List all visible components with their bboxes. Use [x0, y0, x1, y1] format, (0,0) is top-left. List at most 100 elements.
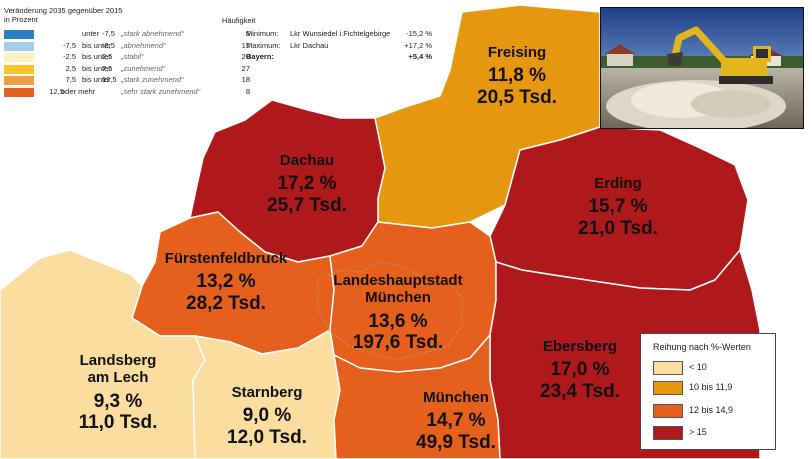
class-operator: bis unter	[82, 52, 111, 61]
label-starnberg: Starnberg 9,0 % 12,0 Tsd.	[227, 384, 307, 449]
class-label: „zunehmend“	[121, 63, 166, 73]
region-name: Ebersberg	[542, 338, 618, 355]
class-to: -2,5	[102, 40, 115, 50]
region-name: Freising	[487, 44, 547, 61]
class-label: „abnehmend“	[121, 40, 166, 50]
class-to: -7,5	[102, 29, 115, 38]
class-operator: bis unter	[82, 40, 111, 50]
region-percent: 15,7 %	[588, 196, 648, 218]
legend-label: 12 bis 14,9	[689, 405, 734, 415]
legend-swatch	[4, 64, 34, 74]
label-dachau: Dachau 17,2 % 25,7 Tsd.	[267, 152, 347, 217]
stat-value: -15,2 %	[406, 29, 432, 38]
region-percent: 13,2 %	[196, 271, 256, 293]
legend-class-row: 2,5 bis unter 7,5 „zunehmend“ 27	[4, 63, 250, 76]
construction-site-photo-icon	[601, 8, 803, 128]
legend-header-line2: in Prozent	[4, 15, 38, 24]
region-thousands: 25,7 Tsd.	[267, 195, 347, 217]
region-name-line1: Landsberg	[79, 352, 157, 369]
legend-class-row: 12,5 oder mehr „sehr stark zunehmend“ 8	[4, 86, 250, 99]
label-muenchen-landkreis: München 14,7 % 49,9 Tsd.	[416, 389, 496, 454]
label-landsberg: Landsberg am Lech 9,3 % 11,0 Tsd.	[79, 352, 158, 434]
class-from: 7,5	[65, 75, 76, 84]
label-ebersberg: Ebersberg 17,0 % 23,4 Tsd.	[540, 338, 620, 403]
region-name: Erding	[594, 175, 642, 192]
class-operator: unter	[82, 29, 100, 38]
change-classes-legend: Veränderung 2035 gegenüber 2015 in Proze…	[4, 6, 444, 97]
region-name-line2: München	[365, 289, 431, 307]
region-name-line2: am Lech	[87, 369, 149, 387]
region-thousands: 21,0 Tsd.	[578, 218, 658, 240]
legend-swatch	[4, 87, 34, 97]
legend-class-row: -7,5 bis unter -2,5 „abnehmend“ 17	[4, 40, 250, 53]
class-count: 17	[241, 40, 250, 50]
region-percent: 14,7 %	[426, 410, 486, 432]
stat-value: +5,4 %	[408, 52, 432, 61]
stat-row: Bayern: +5,4 %	[246, 52, 446, 64]
region-thousands: 28,2 Tsd.	[186, 293, 266, 315]
legend-header-line1: Veränderung 2035 gegenüber 2015	[4, 6, 123, 15]
class-from: -7,5	[63, 40, 76, 50]
legend-label: 10 bis 11,9	[689, 382, 733, 392]
legend-swatch	[653, 381, 683, 395]
legend-swatch	[653, 404, 683, 418]
legend-stats: Minimum: Lkr Wunsiedel i.Fichtelgebirge -1…	[246, 29, 446, 64]
stat-region: Lkr Wunsiedel i.Fichtelgebirge	[290, 29, 391, 38]
legend-class-row: 7,5 bis unter 12,5 „stark zunehmend“ 18	[4, 75, 250, 87]
region-percent: 17,0 %	[550, 359, 610, 381]
legend-class-row: unter -7,5 „stark abnehmend“ 6	[4, 29, 250, 41]
label-landeshauptstadt: Landeshauptstadt München 13,6 % 197,6 Ts…	[333, 272, 462, 354]
region-muenchen-landkreis[interactable]	[333, 334, 501, 459]
class-label: „stabil“	[121, 52, 144, 61]
region-percent: 9,3 %	[93, 390, 143, 412]
class-label: „sehr stark zunehmend“	[121, 86, 201, 96]
class-to: 7,5	[102, 63, 113, 73]
legend-swatch	[4, 30, 34, 39]
class-label: „stark abnehmend“	[121, 29, 184, 38]
excavator-photo	[600, 7, 804, 129]
region-thousands: 197,6 Tsd.	[352, 332, 444, 354]
region-thousands: 23,4 Tsd.	[540, 381, 620, 403]
legend-class-row: -2,5 bis unter 2,5 „stabil“ 20	[4, 52, 250, 64]
class-count: 18	[241, 75, 250, 84]
region-name-line1: Landeshauptstadt	[333, 272, 463, 289]
frequency-header: Häufigkeit	[222, 16, 256, 25]
region-thousands: 11,0 Tsd.	[78, 412, 158, 434]
class-from: 2,5	[65, 63, 76, 73]
legend-swatch	[653, 361, 683, 375]
region-percent: 17,2 %	[277, 173, 337, 195]
class-to: 2,5	[102, 52, 113, 61]
legend-label: < 10	[689, 362, 707, 372]
region-name: München	[423, 389, 489, 406]
class-count: 27	[241, 63, 250, 73]
region-name: Fürstenfeldbruck	[164, 250, 288, 267]
stat-value: +17,2 %	[404, 40, 432, 50]
class-count: 20	[241, 52, 250, 61]
legend-swatch	[4, 53, 34, 62]
stat-row: Maximum: Lkr Dachau +17,2 %	[246, 41, 446, 53]
class-count: 6	[245, 29, 250, 38]
label-erding: Erding 15,7 % 21,0 Tsd.	[578, 175, 658, 240]
class-count: 8	[245, 86, 250, 96]
class-from: -2,5	[63, 52, 76, 61]
ranking-legend-title: Reihung nach %-Werten	[653, 342, 751, 352]
legend-swatch	[4, 41, 34, 51]
region-name: Dachau	[279, 152, 335, 169]
legend-swatch	[4, 76, 34, 85]
legend-swatch	[653, 426, 683, 440]
region-name: Starnberg	[231, 384, 303, 401]
label-fuerstenfeldbruck: Fürstenfeldbruck 13,2 % 28,2 Tsd.	[165, 250, 288, 315]
region-thousands: 12,0 Tsd.	[227, 427, 307, 449]
class-operator: oder mehr	[61, 86, 96, 96]
label-freising: Freising 11,8 % 20,5 Tsd.	[477, 44, 557, 109]
class-to: 12,5	[102, 75, 117, 84]
region-percent: 11,8 %	[487, 65, 547, 87]
stat-region: Lkr Dachau	[290, 40, 329, 50]
region-percent: 13,6 %	[368, 310, 428, 332]
stat-row: Minimum: Lkr Wunsiedel i.Fichtelgebirge -1…	[246, 29, 446, 41]
legend-label: > 15	[689, 427, 707, 437]
class-label: „stark zunehmend“	[121, 75, 184, 84]
class-from: 12,5	[49, 86, 64, 96]
stat-label: Maximum:	[246, 40, 281, 50]
stat-label: Bayern:	[246, 52, 274, 61]
